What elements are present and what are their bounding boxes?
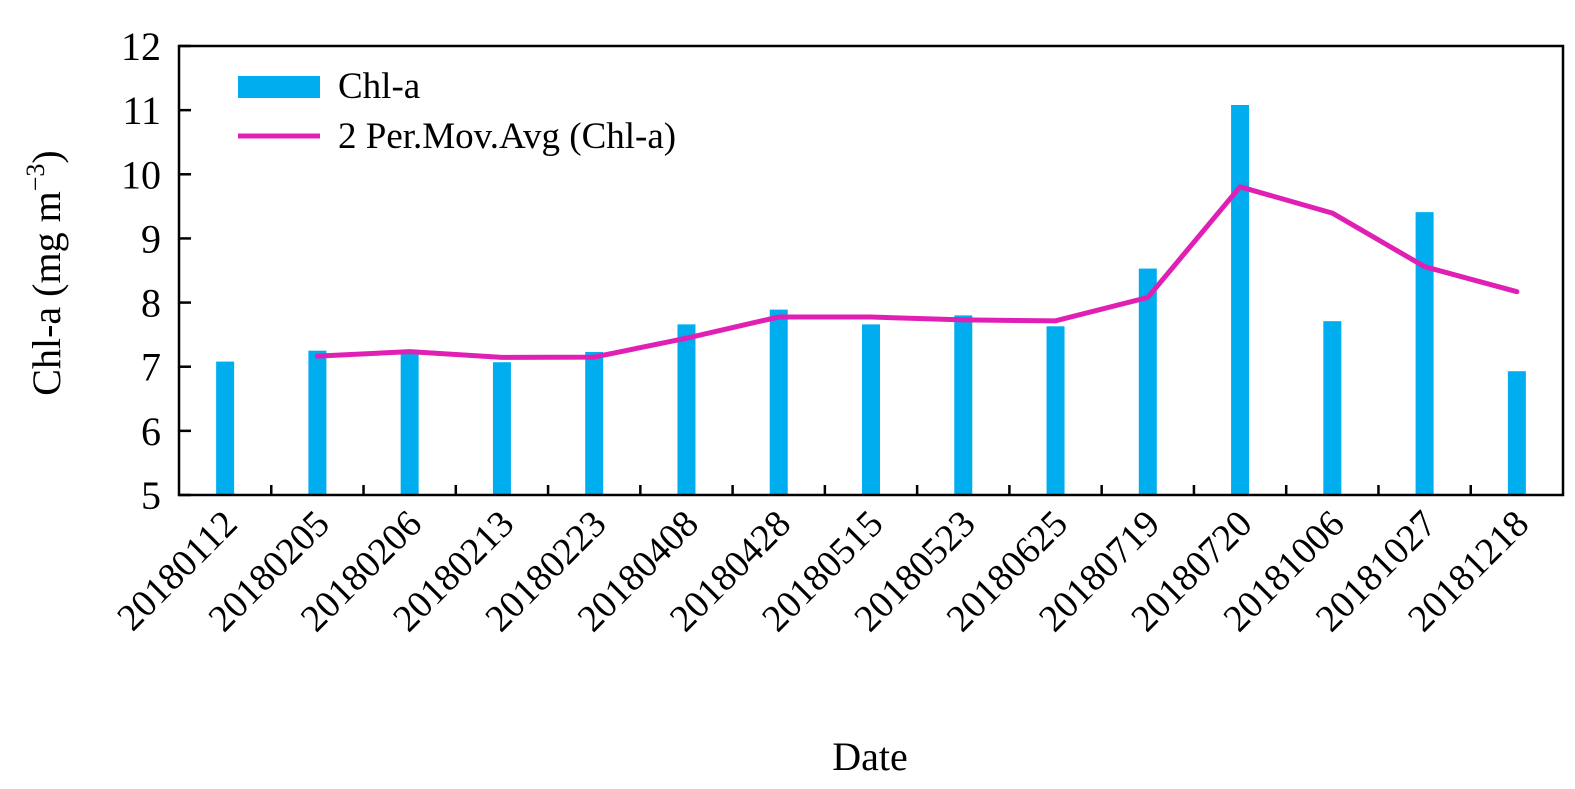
bar-chl-a	[492, 362, 511, 495]
bar-chl-a	[1138, 268, 1157, 495]
plot-area-frame	[177, 44, 1565, 497]
y-tick-label: 7	[141, 345, 161, 390]
y-axis-ticks	[179, 44, 191, 497]
bar-chl-a	[954, 315, 973, 495]
legend-label-moving-average: 2 Per.Mov.Avg (Chl-a)	[338, 116, 676, 157]
bar-chl-a	[1507, 371, 1526, 495]
y-axis-label: Chl-a (mg m−3)	[21, 150, 69, 395]
bar-chl-a	[677, 324, 696, 495]
y-tick-label: 9	[141, 216, 161, 261]
bar-chl-a	[1046, 326, 1065, 495]
bar-chl-a	[216, 361, 235, 495]
bar-chl-a	[400, 352, 419, 495]
x-axis-ticks	[270, 485, 1472, 495]
y-tick-label: 8	[141, 281, 161, 326]
bar-chl-a	[1231, 105, 1250, 496]
y-tick-label: 10	[121, 152, 161, 197]
bar-chl-a	[1415, 212, 1434, 495]
x-tick-labels: 2018011220180205201802062018021320180223…	[109, 503, 1537, 640]
bar-chl-a	[585, 351, 604, 495]
y-tick-label: 12	[121, 24, 161, 69]
y-tick-label: 6	[141, 409, 161, 454]
y-tick-label: 11	[122, 88, 161, 133]
bar-chl-a	[769, 309, 788, 495]
bar-chl-a	[1323, 321, 1342, 495]
bar-chl-a	[308, 350, 327, 495]
legend: Chl-a 2 Per.Mov.Avg (Chl-a)	[238, 66, 676, 157]
x-axis-label: Date	[832, 734, 908, 779]
y-tick-labels: 5 6 7 8 9 10 11 12	[121, 24, 161, 518]
legend-swatch-chl-a	[238, 76, 320, 98]
moving-average-line	[314, 184, 1520, 360]
bar-chl-a	[862, 324, 880, 495]
chl-a-bars	[216, 105, 1526, 496]
legend-label-chl-a: Chl-a	[338, 66, 420, 107]
y-tick-label: 5	[141, 473, 161, 518]
